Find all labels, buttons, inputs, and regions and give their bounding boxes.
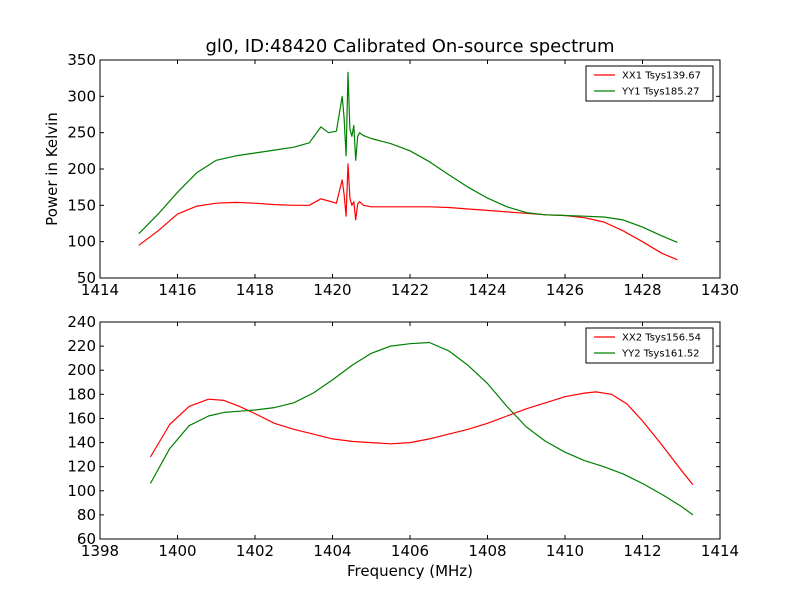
series-line-1 <box>149 391 694 486</box>
y-tick-label: 180 <box>67 385 96 403</box>
y-tick-label: 160 <box>67 409 96 427</box>
y-tick-label: 240 <box>67 313 96 331</box>
y-tick-label: 250 <box>67 124 96 142</box>
y-tick-label: 200 <box>67 361 96 379</box>
legend: XX2 Tsys156.54 YY2 Tsys161.52 <box>585 327 714 364</box>
x-tick-label: 1408 <box>468 542 506 560</box>
x-tick-label: 1410 <box>546 542 584 560</box>
x-tick-label: 1400 <box>158 542 196 560</box>
y-tick-label: 100 <box>67 482 96 500</box>
y-tick-label: 80 <box>77 506 96 524</box>
subplot-1: 1414 1416 1418 1420 1422 1424 1426 1428 1430 50 10… <box>43 36 739 299</box>
y-tick-label: 50 <box>77 269 96 287</box>
x-tick-label: 1412 <box>623 542 661 560</box>
legend-entry: XX1 Tsys139.67 <box>622 71 701 82</box>
y-axis-label: Power in Kelvin <box>43 112 61 226</box>
legend-entry: YY2 Tsys161.52 <box>621 349 700 360</box>
y-tick-label: 220 <box>67 337 96 355</box>
x-tick-label: 1406 <box>391 542 429 560</box>
x-tick-label: 1424 <box>468 281 506 299</box>
x-tick-label: 1404 <box>313 542 351 560</box>
subplot-2: 1398 1400 1402 1404 1406 1408 1410 1412 1414 60 80… <box>67 313 739 580</box>
x-tick-label: 1402 <box>236 542 274 560</box>
x-tick-label: 1428 <box>623 281 661 299</box>
legend: XX1 Tsys139.67 YY1 Tsys185.27 <box>585 65 714 102</box>
y-tick-label: 300 <box>67 87 96 105</box>
x-tick-label: 1398 <box>81 542 119 560</box>
y-tick-label: 60 <box>77 530 96 548</box>
series-line-2 <box>138 71 678 243</box>
y-tick-label: 140 <box>67 434 96 452</box>
x-tick-label: 1420 <box>313 281 351 299</box>
legend-box <box>585 65 714 102</box>
series-line-2 <box>149 341 694 516</box>
legend-entry: XX2 Tsys156.54 <box>622 333 701 344</box>
x-axis-label: Frequency (MHz) <box>347 562 473 580</box>
legend-entry: YY1 Tsys185.27 <box>621 87 700 98</box>
x-tick-label: 1416 <box>158 281 196 299</box>
y-tick-label: 200 <box>67 160 96 178</box>
x-tick-label: 1414 <box>81 281 119 299</box>
y-tick-label: 350 <box>67 51 96 69</box>
chart-title: gl0, ID:48420 Calibrated On-source spect… <box>205 36 614 57</box>
legend-box <box>585 327 714 364</box>
y-tick-label: 150 <box>67 196 96 214</box>
x-tick-label: 1426 <box>546 281 584 299</box>
x-tick-label: 1430 <box>701 281 739 299</box>
y-tick-label: 120 <box>67 458 96 476</box>
x-tick-label: 1418 <box>236 281 274 299</box>
y-tick-label: 100 <box>67 233 96 251</box>
x-tick-label: 1422 <box>391 281 429 299</box>
x-tick-label: 1414 <box>701 542 739 560</box>
